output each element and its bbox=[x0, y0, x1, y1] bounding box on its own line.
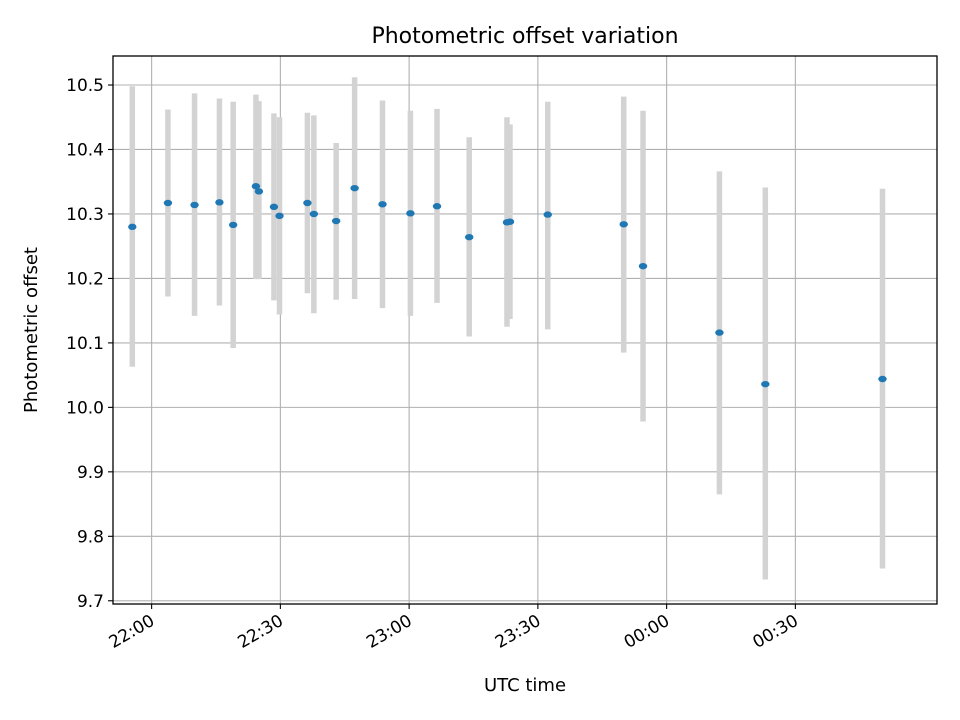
data-point bbox=[638, 262, 648, 270]
data-point bbox=[309, 210, 319, 218]
data-point bbox=[619, 221, 628, 228]
y-tick-label: 9.9 bbox=[77, 463, 104, 483]
y-tick-label: 10.3 bbox=[66, 205, 104, 225]
data-point bbox=[251, 183, 261, 190]
data-point bbox=[215, 199, 224, 206]
data-point bbox=[543, 211, 552, 218]
data-point bbox=[406, 210, 415, 217]
data-point bbox=[505, 218, 515, 225]
data-point bbox=[331, 217, 341, 225]
data-point bbox=[878, 375, 887, 383]
data-point bbox=[303, 199, 312, 207]
data-point bbox=[761, 380, 770, 388]
y-axis-label: Photometric offset bbox=[21, 247, 42, 413]
chart-title: Photometric offset variation bbox=[371, 24, 678, 49]
data-point bbox=[163, 199, 173, 207]
y-tick-label: 10.5 bbox=[66, 76, 104, 96]
data-point bbox=[715, 329, 724, 336]
data-point bbox=[432, 203, 442, 210]
data-point bbox=[350, 184, 359, 192]
data-point bbox=[275, 212, 284, 220]
data-points bbox=[128, 183, 887, 388]
y-tick-label: 10.2 bbox=[66, 269, 104, 289]
y-tick-label: 10.1 bbox=[66, 334, 104, 354]
y-axis: 9.7 9.8 9.9 10.0 10.1 10.2 10.3 10.4 10.5 bbox=[66, 76, 113, 612]
y-tick-label: 9.7 bbox=[77, 592, 104, 612]
x-axis-label: UTC time bbox=[484, 675, 566, 696]
plot-frame bbox=[112, 55, 938, 605]
data-point bbox=[378, 201, 387, 208]
data-point bbox=[269, 203, 279, 211]
y-tick-label: 9.8 bbox=[77, 527, 104, 547]
data-point bbox=[254, 188, 264, 195]
data-point bbox=[228, 221, 238, 229]
y-tick-label: 10.4 bbox=[66, 140, 104, 160]
data-point bbox=[465, 233, 474, 241]
y-tick-label: 10.0 bbox=[66, 398, 104, 418]
data-point bbox=[128, 223, 137, 231]
data-point bbox=[190, 201, 199, 209]
